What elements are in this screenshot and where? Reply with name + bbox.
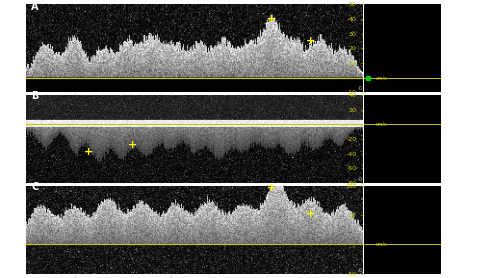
Text: +: + — [305, 209, 314, 219]
Text: +: + — [305, 36, 314, 46]
Text: -0: -0 — [357, 268, 361, 273]
Text: +: + — [266, 183, 276, 193]
Text: cm/s: cm/s — [375, 122, 386, 127]
Text: A: A — [31, 2, 39, 12]
Text: +: + — [266, 14, 276, 24]
Text: -0: -0 — [357, 177, 361, 182]
Text: C: C — [31, 182, 38, 192]
Text: B: B — [31, 91, 38, 101]
Text: -0: -0 — [357, 86, 361, 91]
Text: +: + — [127, 140, 137, 150]
Text: +: + — [84, 147, 94, 157]
Bar — [26, 78, 362, 92]
Text: cm/s: cm/s — [375, 242, 386, 247]
Text: cm/s: cm/s — [375, 75, 386, 80]
